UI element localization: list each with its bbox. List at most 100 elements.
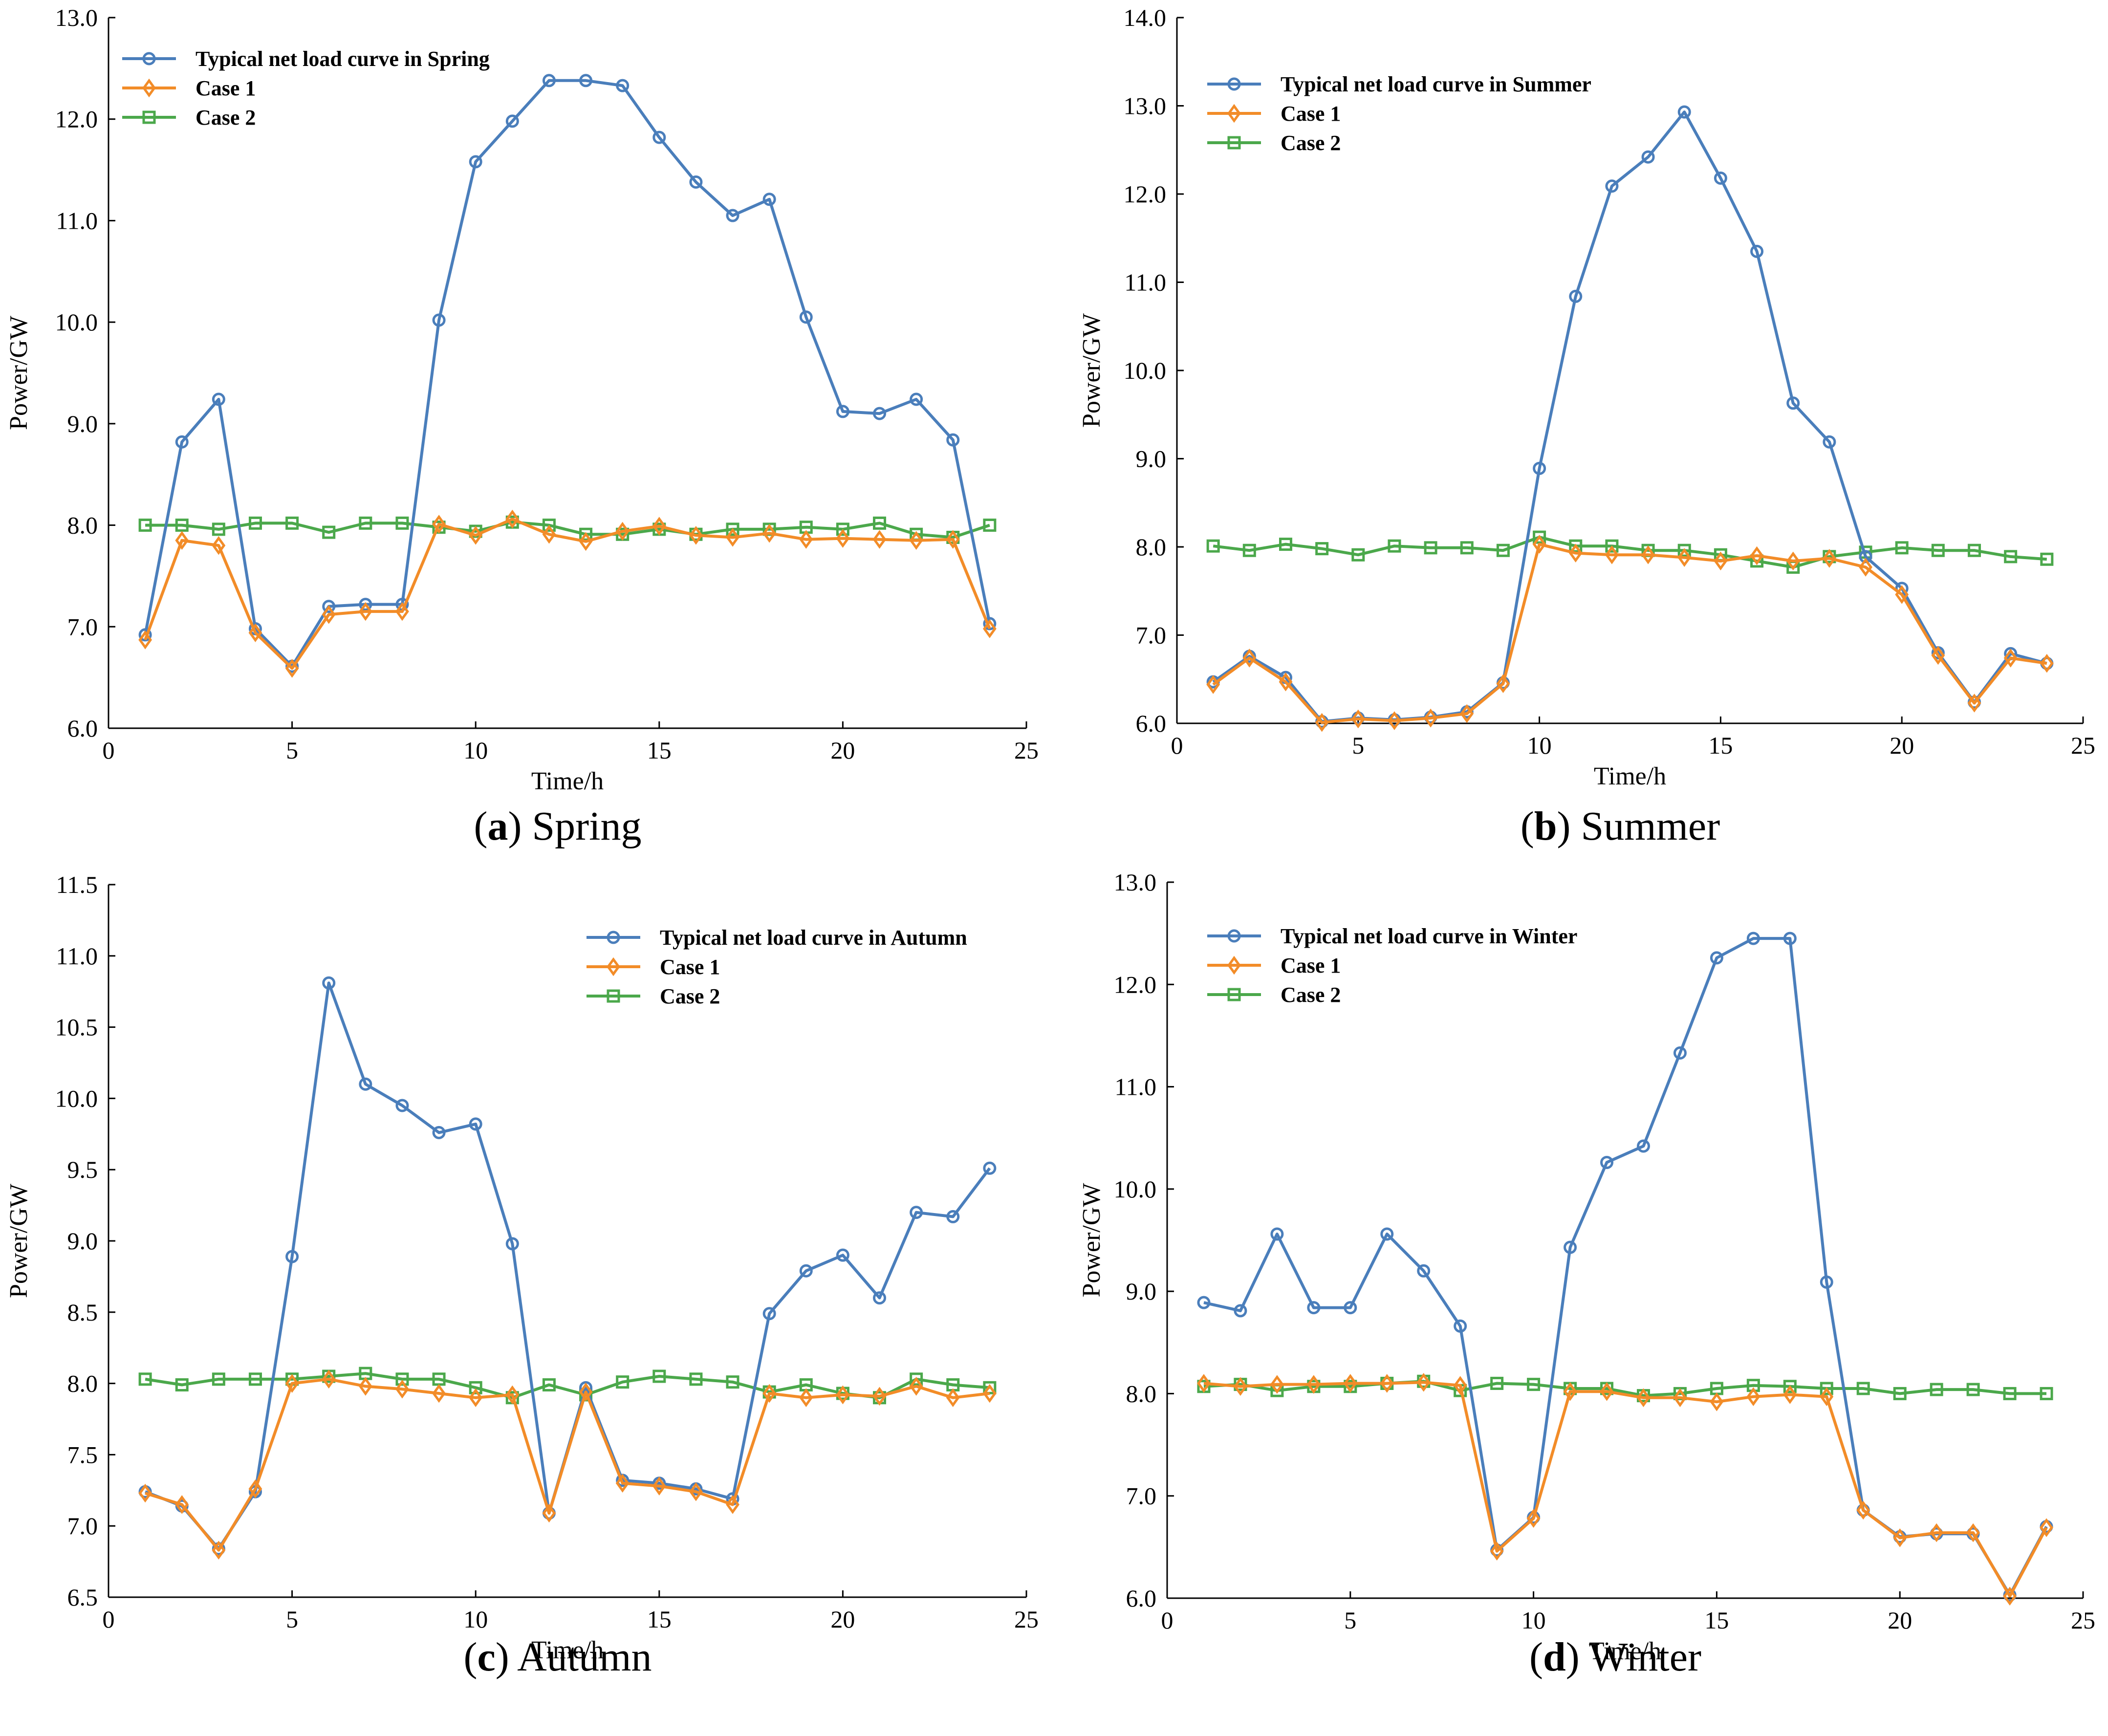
data-point-case2 xyxy=(1206,539,1220,553)
legend-label-case1: Case 1 xyxy=(1281,102,1341,126)
data-point-case1 xyxy=(542,524,556,544)
series-case1 xyxy=(1206,535,2054,732)
data-point-case1 xyxy=(2040,653,2054,673)
y-tick-label: 11.0 xyxy=(1114,1073,1156,1101)
x-tick-label: 0 xyxy=(103,737,115,764)
y-tick-label: 13.0 xyxy=(1124,92,1167,120)
data-point-typical xyxy=(322,600,336,613)
data-point-case1 xyxy=(2003,649,2018,668)
legend-marker-case1 xyxy=(1227,104,1241,123)
series-line-case1 xyxy=(1212,542,2047,724)
x-tick-label: 25 xyxy=(2071,732,2095,759)
data-point-typical xyxy=(1677,105,1691,119)
data-point-case1 xyxy=(1234,1377,1247,1396)
data-point-case1 xyxy=(909,531,923,550)
data-point-case2 xyxy=(1460,541,1474,555)
series-case1 xyxy=(138,1369,997,1560)
data-point-case1 xyxy=(1856,1500,1870,1520)
data-point-case1 xyxy=(652,517,666,536)
data-point-case1 xyxy=(615,521,630,541)
data-point-case2 xyxy=(1820,1382,1833,1395)
x-tick-label: 0 xyxy=(103,1606,115,1633)
legend-marker-case2 xyxy=(1227,988,1241,1001)
data-point-case1 xyxy=(212,1541,226,1560)
data-point-typical xyxy=(175,435,189,449)
y-tick-label: 8.5 xyxy=(67,1299,98,1326)
data-point-typical xyxy=(432,1126,446,1139)
data-point-case1 xyxy=(1673,1388,1687,1408)
data-point-case1 xyxy=(1568,543,1583,563)
caption-paren-close: ) xyxy=(1566,1634,1589,1680)
data-point-case1 xyxy=(395,1379,409,1399)
data-point-typical xyxy=(1859,550,1872,564)
series-case1 xyxy=(1197,1373,2053,1606)
data-point-case1 xyxy=(1490,1541,1504,1561)
data-point-typical xyxy=(138,628,152,642)
data-point-case1 xyxy=(1416,1373,1431,1392)
data-point-case2 xyxy=(212,1372,225,1386)
y-tick-label: 13.0 xyxy=(55,4,98,31)
data-point-typical xyxy=(322,976,336,990)
data-point-typical xyxy=(1823,435,1836,449)
y-axis-label: Power/GW xyxy=(5,316,33,430)
data-point-case1 xyxy=(615,1474,630,1493)
legend-label-case2: Case 2 xyxy=(1281,983,1341,1007)
data-point-case1 xyxy=(358,602,372,621)
data-point-case1 xyxy=(836,1385,850,1405)
legend-label-case2: Case 2 xyxy=(196,106,256,130)
y-tick-label: 14.0 xyxy=(1124,4,1167,31)
data-point-typical xyxy=(616,79,630,92)
data-point-case1 xyxy=(469,1388,483,1408)
data-point-case1 xyxy=(799,1388,813,1408)
data-point-case1 xyxy=(872,530,887,549)
caption-name: Winter xyxy=(1589,1634,1701,1680)
data-point-case1 xyxy=(248,1479,262,1498)
y-tick-label: 7.5 xyxy=(67,1441,98,1468)
data-point-case1 xyxy=(1859,558,1872,577)
data-point-case2 xyxy=(726,522,739,536)
data-point-case2 xyxy=(1930,1383,1943,1396)
data-point-typical xyxy=(1750,244,1764,258)
x-axis-label: Time/h xyxy=(531,767,604,795)
x-tick-label: 15 xyxy=(647,737,672,764)
data-point-case1 xyxy=(1532,535,1546,554)
caption-paren-open: ( xyxy=(464,1634,478,1680)
y-tick-label: 8.0 xyxy=(67,1370,98,1397)
y-tick-label: 6.5 xyxy=(67,1584,98,1611)
legend-label-case2: Case 2 xyxy=(1281,131,1341,155)
data-point-case1 xyxy=(2040,1518,2053,1537)
data-point-case1 xyxy=(1966,1523,1980,1542)
y-tick-label: 9.0 xyxy=(67,1227,98,1255)
data-point-case1 xyxy=(248,623,262,643)
data-point-case1 xyxy=(1893,1528,1907,1547)
data-point-case1 xyxy=(762,1384,777,1403)
series-line-case2 xyxy=(1213,536,2047,569)
data-point-case1 xyxy=(1605,545,1619,564)
series-typical xyxy=(1197,932,2053,1602)
legend-marker-typical xyxy=(1227,77,1241,91)
series-line-case1 xyxy=(145,1377,990,1552)
data-point-case2 xyxy=(212,522,225,536)
y-tick-label: 10.0 xyxy=(1114,1175,1157,1203)
legend-label-typical: Typical net load curve in Winter xyxy=(1281,924,1577,948)
caption-paren-close: ) xyxy=(508,803,532,849)
data-point-typical xyxy=(983,617,997,630)
data-point-case1 xyxy=(542,1503,556,1523)
data-point-typical xyxy=(946,1210,960,1223)
series-line-typical xyxy=(1203,937,2048,1597)
data-point-case1 xyxy=(285,659,299,678)
data-point-case2 xyxy=(2040,552,2054,566)
x-axis-label: Time/h xyxy=(531,1636,604,1664)
data-point-case1 xyxy=(1351,709,1365,729)
legend-label-typical: Typical net load curve in Summer xyxy=(1281,72,1591,96)
legend-label-case1: Case 1 xyxy=(660,955,720,979)
data-point-case1 xyxy=(1783,1385,1797,1404)
data-point-typical xyxy=(1710,951,1723,965)
data-point-case2 xyxy=(469,1381,482,1394)
data-point-case2 xyxy=(2040,1387,2053,1400)
data-point-typical xyxy=(910,392,923,406)
series-typical xyxy=(138,976,997,1556)
data-point-typical xyxy=(1380,1227,1394,1241)
data-point-case1 xyxy=(138,1483,152,1503)
data-point-case2 xyxy=(395,516,409,530)
